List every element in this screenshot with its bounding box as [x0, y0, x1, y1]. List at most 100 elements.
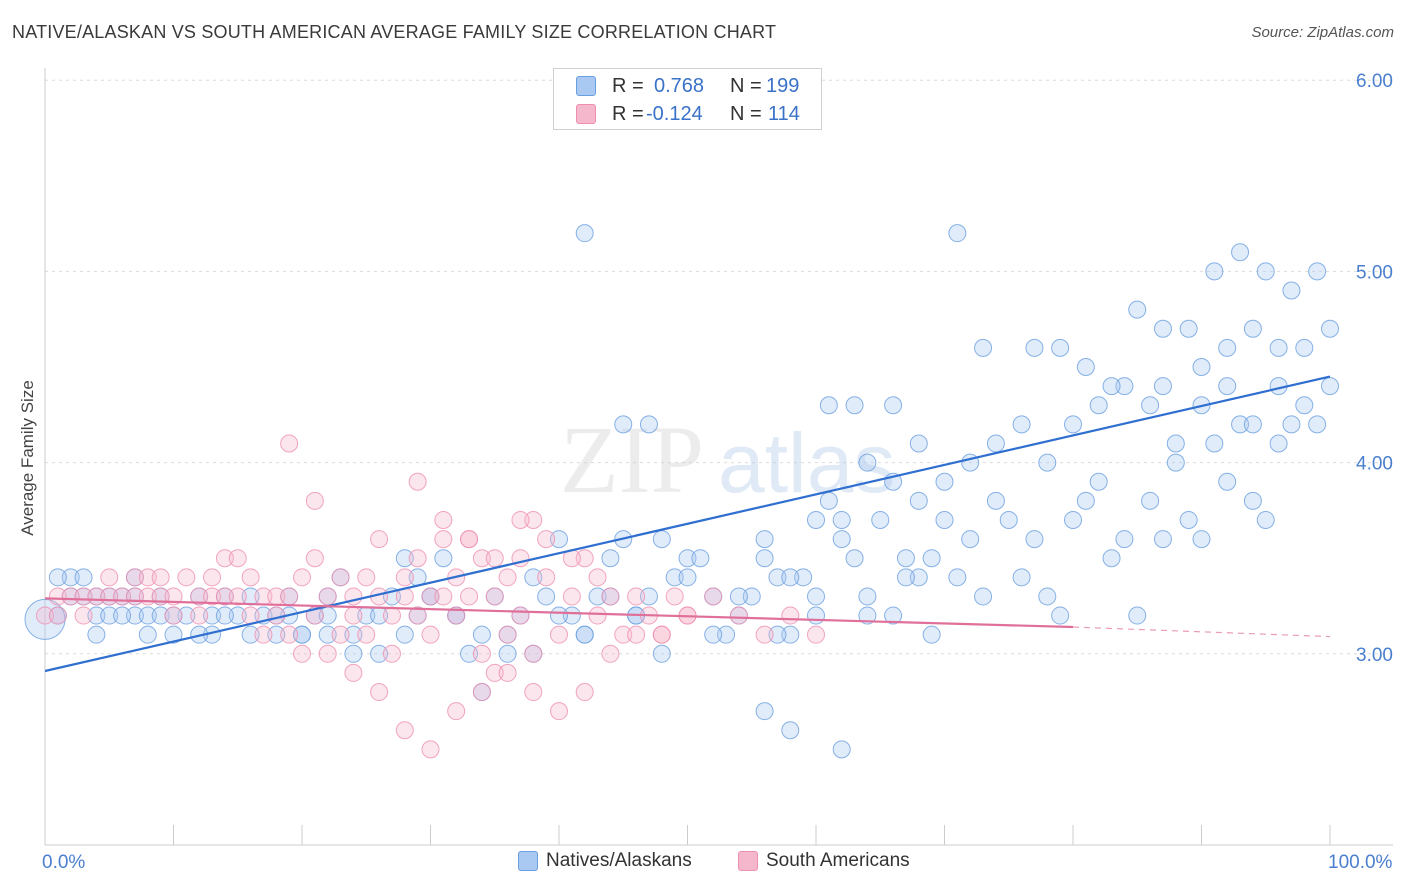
south-american-point [382, 606, 401, 625]
native-point [434, 549, 453, 568]
native-point [768, 568, 787, 587]
trend-line-south-american [44, 597, 1074, 629]
native-point [691, 549, 710, 568]
trend-line-native [44, 375, 1331, 673]
south-american-point [562, 587, 581, 606]
native-point [550, 530, 568, 549]
y-tick-label: 5.00 [1356, 262, 1393, 283]
native-point [961, 530, 980, 549]
native-point [755, 702, 774, 721]
south-american-point [190, 606, 209, 625]
native-point [858, 587, 877, 606]
native-point [460, 644, 479, 663]
native-point [639, 415, 658, 434]
n-value-south-american: 114 [768, 102, 800, 125]
native-point [1295, 338, 1314, 357]
south-american-point [755, 625, 774, 644]
south-american-point [293, 568, 311, 587]
native-point [575, 224, 594, 243]
n-value-native: 199 [766, 74, 800, 97]
native-point [909, 568, 928, 587]
native-point [524, 568, 543, 587]
native-point [472, 625, 491, 644]
south-american-point [215, 587, 234, 606]
native-point [1295, 396, 1314, 415]
south-american-point [511, 510, 530, 529]
r-label: R = [612, 102, 644, 125]
native-point [138, 606, 157, 625]
native-point [986, 491, 1005, 510]
south-american-point [421, 587, 440, 606]
native-point [1115, 377, 1134, 396]
native-point [922, 549, 941, 568]
south-american-point [280, 625, 299, 644]
south-american-point [485, 587, 504, 606]
south-american-point [177, 568, 196, 587]
native-point [588, 587, 607, 606]
native-point [909, 434, 928, 453]
native-point [1141, 491, 1160, 510]
x-tick-label-min: 0.0% [42, 852, 86, 873]
south-american-point [48, 587, 67, 606]
native-point [370, 644, 389, 663]
native-point [1076, 358, 1095, 376]
south-american-point [395, 721, 414, 740]
south-american-point [627, 625, 646, 644]
native-point [1321, 377, 1339, 396]
native-point [1218, 338, 1237, 357]
stats-swatch-native [576, 76, 596, 96]
native-point [1308, 415, 1327, 434]
native-point [164, 625, 183, 644]
south-american-point [203, 568, 222, 587]
legend-item-native[interactable]: Natives/Alaskans [518, 850, 692, 872]
native-point [498, 644, 517, 663]
native-point [1166, 453, 1185, 472]
south-american-point [550, 625, 568, 644]
south-american-point [524, 644, 543, 663]
native-point [896, 568, 915, 587]
south-american-point [228, 549, 247, 568]
y-tick-labels: 3.00 4.00 5.00 6.00 [1356, 71, 1393, 666]
native-point [318, 625, 337, 644]
native-point [871, 510, 890, 529]
native-point [1192, 530, 1211, 549]
south-american-point [190, 587, 209, 606]
native-point [1025, 530, 1044, 549]
native-point [614, 415, 633, 434]
south-american-point [331, 568, 350, 587]
south-american-point [138, 568, 157, 587]
y-axis-label: Average Family Size [18, 380, 37, 536]
native-point [884, 606, 903, 625]
native-point [832, 530, 851, 549]
native-point [742, 587, 761, 606]
south-american-points [36, 434, 825, 759]
south-american-point [524, 510, 543, 529]
south-american-point [125, 568, 144, 587]
native-point [177, 606, 196, 625]
south-american-point [627, 587, 646, 606]
native-point [807, 510, 825, 529]
south-american-point [370, 530, 389, 549]
south-american-point [472, 683, 491, 702]
south-american-point [498, 568, 517, 587]
native-point [1102, 377, 1121, 396]
south-american-point [460, 587, 479, 606]
south-american-point [575, 683, 594, 702]
south-american-point [241, 568, 260, 587]
native-point [935, 472, 954, 491]
native-point [768, 625, 787, 644]
native-point [601, 549, 620, 568]
south-american-point [408, 606, 427, 625]
native-point [781, 568, 800, 587]
chart-title: NATIVE/ALASKAN VS SOUTH AMERICAN AVERAGE… [12, 22, 777, 42]
legend-item-south-american[interactable]: South Americans [738, 850, 910, 872]
native-point [1243, 415, 1262, 434]
south-american-point [485, 549, 504, 568]
native-point [1282, 415, 1301, 434]
native-point [845, 549, 864, 568]
south-american-point [382, 644, 401, 663]
south-american-point [344, 663, 363, 682]
native-point [87, 625, 106, 644]
native-point [550, 606, 568, 625]
south-american-point [550, 702, 568, 721]
